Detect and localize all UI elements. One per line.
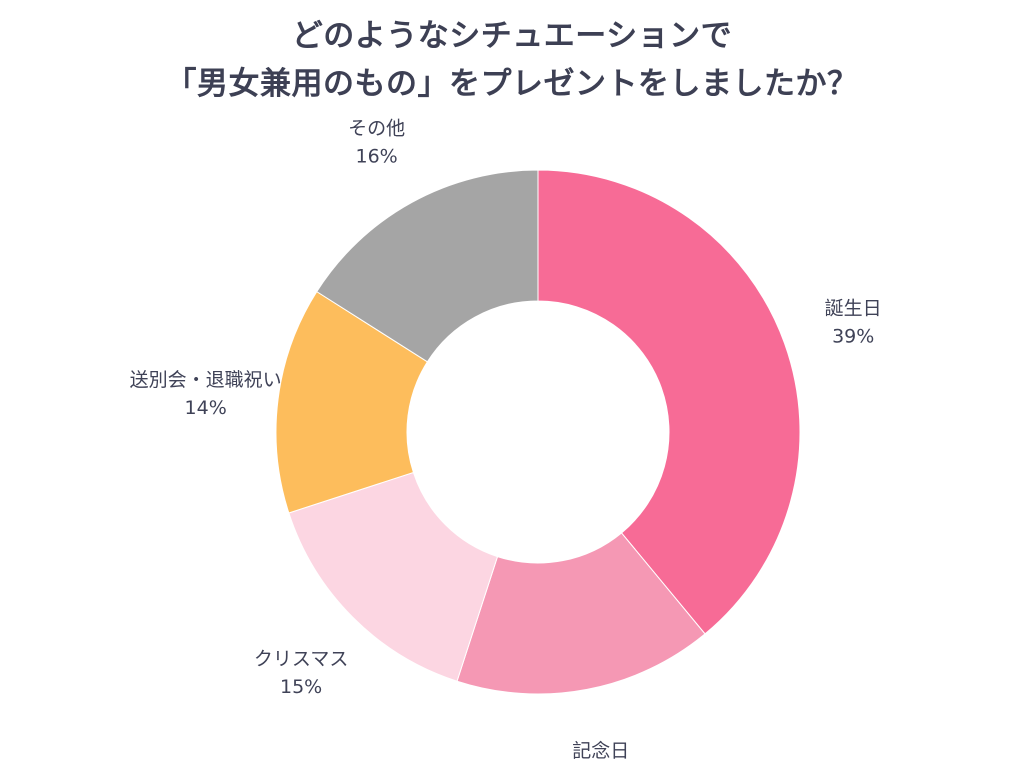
donut-slice-5 (316, 169, 539, 363)
donut-slice-4 (275, 290, 429, 514)
donut-slice-2 (456, 532, 706, 695)
donut-slice-1 (537, 169, 801, 635)
slice-value-1: 39% (832, 326, 874, 348)
slice-label-1: 誕生日 (825, 298, 882, 320)
slice-label-4: 送別会・退職祝い (130, 369, 282, 391)
donut-slice-3 (288, 471, 499, 682)
slice-value-4: 14% (185, 397, 227, 419)
slice-value-3: 15% (280, 676, 322, 698)
slice-value-5: 16% (355, 145, 397, 167)
slice-label-3: クリスマス (254, 648, 348, 670)
donut-slices (275, 169, 801, 695)
chart-title-line-2: 「男女兼用のもの」をプレゼントをしましたか？ (165, 66, 859, 102)
chart-title-line-1: どのようなシチュエーションで (291, 18, 733, 54)
slice-label-5: その他 (348, 117, 405, 139)
slice-label-2: 記念日 (572, 739, 629, 762)
